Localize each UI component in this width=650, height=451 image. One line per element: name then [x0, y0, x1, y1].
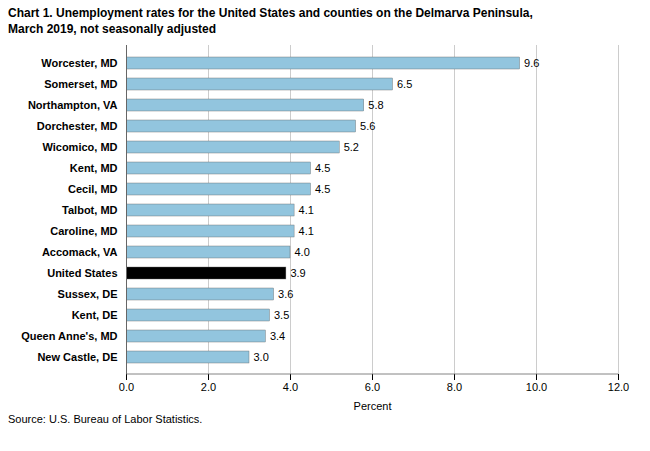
svg-text:Sussex, DE: Sussex, DE: [58, 288, 118, 300]
html-text:Chart 1. Unemployment rates fo: Chart 1. Unemployment rates for the Unit…: [8, 6, 533, 20]
svg-text:5.6: 5.6: [360, 120, 375, 132]
svg-text:Kent, DE: Kent, DE: [72, 309, 118, 321]
svg-text:Cecil, MD: Cecil, MD: [68, 183, 118, 195]
svg-text:3.5: 3.5: [274, 309, 289, 321]
svg-text:12.0: 12.0: [608, 381, 629, 393]
svg-text:9.6: 9.6: [524, 57, 539, 69]
svg-text:Percent: Percent: [354, 400, 392, 412]
svg-text:3.6: 3.6: [278, 288, 293, 300]
svg-text:5.8: 5.8: [368, 99, 383, 111]
svg-text:3.0: 3.0: [254, 351, 269, 363]
svg-text:4.0: 4.0: [295, 246, 310, 258]
svg-text:4.1: 4.1: [299, 225, 314, 237]
svg-text:4.5: 4.5: [315, 162, 330, 174]
svg-text:Kent, MD: Kent, MD: [70, 162, 118, 174]
svg-text:New Castle, DE: New Castle, DE: [37, 351, 117, 363]
svg-text:4.1: 4.1: [299, 204, 314, 216]
svg-text:4.5: 4.5: [315, 183, 330, 195]
svg-text:Caroline, MD: Caroline, MD: [50, 225, 117, 237]
svg-text:Wicomico, MD: Wicomico, MD: [42, 141, 117, 153]
svg-text:Somerset, MD: Somerset, MD: [44, 78, 117, 90]
svg-text:8.0: 8.0: [447, 381, 462, 393]
svg-text:4.0: 4.0: [283, 381, 298, 393]
svg-text:3.9: 3.9: [290, 267, 305, 279]
svg-text:6.5: 6.5: [397, 78, 412, 90]
svg-text:Talbot, MD: Talbot, MD: [62, 204, 117, 216]
svg-text:Queen Anne's, MD: Queen Anne's, MD: [21, 330, 117, 342]
svg-text:United States: United States: [47, 267, 117, 279]
svg-text:10.0: 10.0: [526, 381, 547, 393]
svg-text:0.0: 0.0: [119, 381, 134, 393]
html-text:Source: U.S. Bureau of Labor S: Source: U.S. Bureau of Labor Statistics.: [8, 413, 203, 425]
svg-text:6.0: 6.0: [365, 381, 380, 393]
svg-text:2.0: 2.0: [201, 381, 216, 393]
svg-text:3.4: 3.4: [270, 330, 285, 342]
svg-text:5.2: 5.2: [344, 141, 359, 153]
svg-text:Worcester, MD: Worcester, MD: [41, 57, 117, 69]
html-text:March 2019, not seasonally adj: March 2019, not seasonally adjusted: [8, 22, 217, 36]
svg-text:Dorchester, MD: Dorchester, MD: [37, 120, 118, 132]
svg-text:Northampton, VA: Northampton, VA: [28, 99, 118, 111]
svg-text:Accomack, VA: Accomack, VA: [42, 246, 118, 258]
